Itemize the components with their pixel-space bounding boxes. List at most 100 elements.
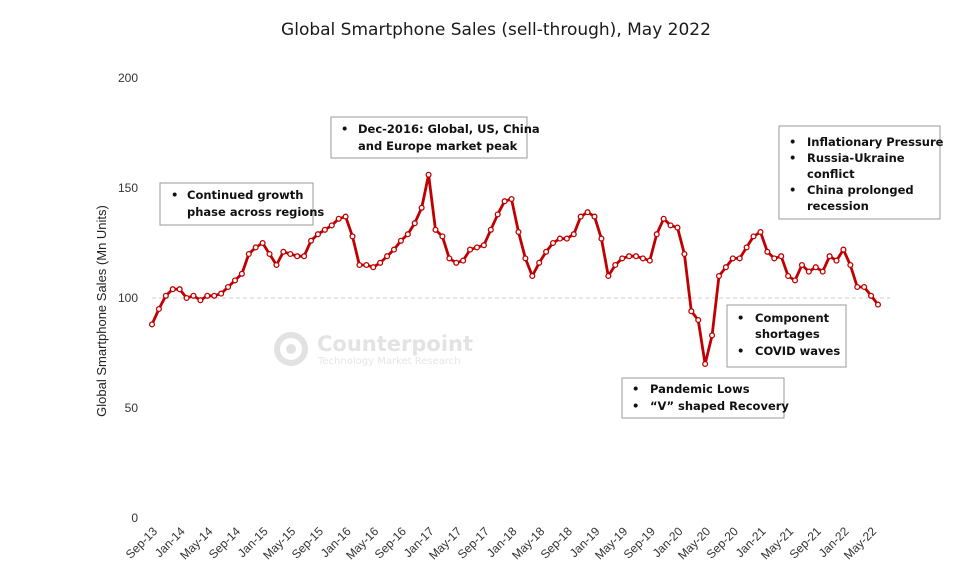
data-point: [494, 211, 501, 218]
data-point: [183, 294, 190, 302]
data-point: [612, 261, 619, 269]
data-point: [743, 244, 750, 251]
data-point: [425, 171, 432, 178]
x-tick-label: Sep-15: [289, 524, 326, 561]
data-point: [819, 268, 826, 275]
data-point: [798, 261, 805, 269]
data-point: [632, 253, 640, 260]
counterpoint-watermark: Counterpoint Technology Market Research: [274, 332, 473, 367]
annotation-inflation: • Inflationary Pressure • Russia-Ukraine…: [778, 125, 944, 220]
data-point: [155, 305, 162, 313]
svg-text:•: •: [789, 151, 796, 165]
data-point: [674, 224, 681, 231]
data-point: [826, 253, 833, 260]
data-point: [231, 277, 239, 284]
data-point: [722, 264, 729, 271]
data-point: [384, 253, 391, 260]
data-point: [556, 235, 563, 242]
data-point: [404, 231, 411, 238]
data-point: [342, 213, 349, 220]
x-tick-label: Sep-14: [206, 524, 243, 561]
x-axis-ticks: Sep-13Jan-14May-14Sep-14Jan-15May-15Sep-…: [123, 524, 880, 562]
data-point: [868, 292, 875, 299]
data-point: [639, 255, 646, 262]
data-point: [605, 272, 612, 280]
svg-text:Pandemic Lows: Pandemic Lows: [650, 382, 750, 396]
data-point: [508, 195, 515, 203]
svg-text:•: •: [632, 399, 639, 413]
data-point: [515, 228, 522, 236]
svg-text:•: •: [789, 135, 796, 149]
data-point: [709, 332, 716, 339]
data-point: [252, 244, 259, 251]
y-tick-label: 150: [118, 181, 138, 195]
data-point: [619, 255, 626, 262]
svg-text:“V” shaped Recovery: “V” shaped Recovery: [650, 399, 789, 413]
data-point: [390, 246, 398, 253]
data-point: [211, 292, 218, 299]
svg-text:Inflationary Pressure: Inflationary Pressure: [807, 135, 944, 149]
data-point: [453, 259, 460, 266]
svg-text:phase across regions: phase across regions: [187, 205, 324, 219]
data-point: [169, 286, 176, 293]
svg-text:•: •: [171, 188, 178, 202]
data-point: [335, 215, 342, 222]
data-point: [439, 233, 446, 240]
data-point: [238, 270, 245, 277]
data-point: [162, 292, 169, 299]
data-point: [833, 257, 840, 264]
data-point: [225, 283, 232, 291]
data-point: [805, 268, 812, 275]
y-tick-label: 50: [125, 401, 139, 415]
svg-text:•: •: [789, 183, 796, 197]
data-point: [301, 253, 308, 260]
data-point: [418, 204, 425, 211]
y-tick-label: 200: [118, 71, 138, 85]
y-tick-label: 0: [131, 511, 138, 525]
data-point: [307, 237, 315, 244]
data-point: [695, 316, 702, 324]
series-line: [150, 173, 880, 366]
data-point: [321, 226, 328, 233]
svg-text:conflict: conflict: [807, 167, 855, 181]
data-point: [259, 239, 266, 247]
watermark-name: Counterpoint: [317, 332, 473, 356]
data-point: [467, 246, 474, 253]
counterpoint-logo-icon: [274, 332, 308, 366]
data-point: [840, 246, 847, 253]
data-point: [778, 253, 785, 260]
data-point: [487, 226, 494, 233]
x-tick-label: Sep-16: [372, 524, 409, 561]
data-point: [370, 264, 377, 271]
annotation-component-shortages: • Component shortages • COVID waves: [726, 304, 847, 368]
annotation-growth: • Continued growth phase across regions: [159, 182, 324, 226]
x-tick-label: Sep-20: [704, 524, 741, 561]
data-point: [473, 244, 481, 251]
data-point: [176, 286, 183, 293]
data-point: [446, 255, 453, 262]
svg-text:•: •: [737, 311, 744, 325]
svg-text:recession: recession: [807, 199, 869, 213]
data-point: [570, 231, 577, 238]
data-point: [715, 272, 723, 280]
data-point: [861, 283, 868, 291]
data-point: [874, 301, 882, 308]
data-point: [529, 272, 536, 280]
svg-text:•: •: [341, 122, 348, 136]
data-point: [598, 235, 605, 242]
svg-text:COVID waves: COVID waves: [755, 344, 840, 358]
svg-text:•: •: [632, 382, 639, 396]
data-point: [812, 264, 819, 271]
svg-text:Continued growth: Continued growth: [187, 188, 304, 202]
data-point: [204, 292, 211, 299]
data-point: [771, 255, 778, 262]
data-point: [328, 222, 335, 229]
data-point: [501, 198, 508, 205]
data-point: [314, 231, 321, 238]
series-sales: [148, 171, 882, 368]
data-point: [197, 297, 204, 304]
data-point: [702, 360, 709, 368]
data-point: [736, 255, 743, 262]
data-point: [660, 215, 667, 222]
data-point: [411, 220, 418, 227]
